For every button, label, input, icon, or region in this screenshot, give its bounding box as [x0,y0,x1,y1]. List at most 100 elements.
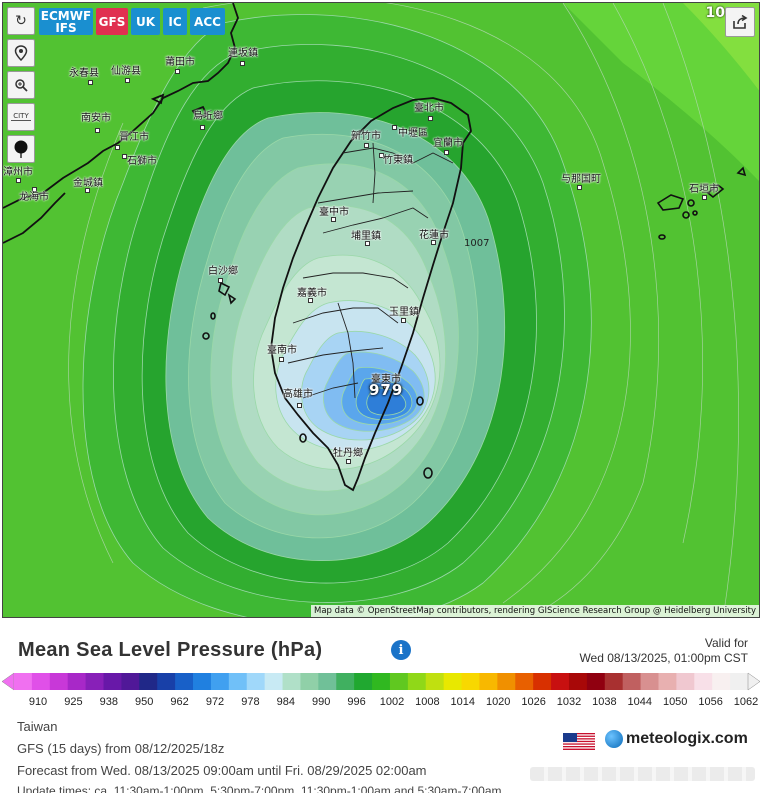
high-pressure-zone [563,3,759,181]
city-marker[interactable] [331,217,336,222]
city-label: 与那国町 [561,174,601,185]
city-marker[interactable] [279,357,284,362]
map-attribution: Map data © OpenStreetMap contributors, r… [311,605,759,617]
city-marker[interactable] [297,403,302,408]
scale-swatch [264,673,284,690]
scale-swatch [676,673,695,690]
city-label: 石獅市 [127,156,157,167]
region-name: Taiwan [17,719,58,734]
model-tab-uk[interactable]: UK [131,8,160,35]
refresh-icon: ↻ [15,13,27,29]
city-marker[interactable] [365,241,370,246]
city-marker[interactable] [218,278,223,283]
city-label: 龙海市 [19,192,49,203]
scale-tick-label: 950 [135,696,154,708]
city-label: 漳州市 [3,167,33,178]
city-label: 仙游县 [111,66,141,77]
model-tab-gfs[interactable]: GFS [96,8,128,35]
city-marker[interactable] [431,240,436,245]
scale-swatch [14,673,33,690]
scale-swatch [551,673,570,690]
color-scale-bar [2,672,760,691]
pressure-bands [82,14,592,617]
scale-labels: 910 925 938 950 962 972 978 984 990 996 1002 1008 10… [0,696,762,710]
share-button[interactable] [725,7,755,37]
us-flag-icon[interactable] [563,733,595,750]
city-label: 永春县 [69,68,99,79]
city-marker[interactable] [364,143,369,148]
info-icon[interactable]: i [391,640,411,660]
city-marker[interactable] [88,80,93,85]
city-marker[interactable] [200,125,205,130]
city-marker[interactable] [702,195,707,200]
faded-strip [530,767,755,781]
city-label: 牡丹鄉 [333,448,363,459]
zoom-button[interactable] [7,71,35,99]
city-marker[interactable] [85,188,90,193]
city-marker[interactable] [401,318,406,323]
city-label: 連坂鎮 [228,48,258,59]
scale-swatch [515,673,534,690]
brand-icon [605,730,623,748]
city-label: 白沙鄉 [208,266,238,277]
city-marker[interactable] [428,116,433,121]
scale-swatch [31,673,51,690]
city-marker[interactable] [308,298,313,303]
marker-button[interactable] [7,135,35,163]
scale-tick-label: 1038 [592,696,617,708]
city-label: 石垣市 [689,184,719,195]
city-marker[interactable] [115,145,120,150]
scale-swatch [694,673,713,690]
city-marker[interactable] [346,459,351,464]
city-marker[interactable] [240,61,245,66]
pressure-map[interactable]: 連坂鎮 永春县 仙游县 莆田市 南安市 晋江市 石獅市 烏坵鄉 漳州市 金城鎮 … [2,2,760,618]
scale-swatch [67,673,87,690]
valid-label: Valid for [704,636,748,650]
city-marker[interactable] [122,154,127,159]
scale-tick-label: 1062 [733,696,759,708]
isobar-label: 1007 [464,238,490,249]
scale-tick-label: 925 [64,696,83,708]
scale-tick-label: 910 [28,696,48,708]
city-marker[interactable] [16,178,21,183]
model-tab-ecmwf[interactable]: ECMWF IFS [39,8,93,35]
scale-arrow-right [747,672,760,691]
city-label: 烏坵鄉 [193,111,223,122]
city-marker[interactable] [392,125,397,130]
city-toggle-label: CITY [13,111,29,120]
scale-tick-label: 984 [276,696,295,708]
scale-swatch [604,673,624,690]
model-tab-acc[interactable]: ACC [190,8,225,35]
scale-swatch [425,673,445,690]
city-label: 玉里鎮 [389,307,419,318]
scale-swatch [389,673,409,690]
city-label: 宜蘭市 [433,138,463,149]
city-toggle-button[interactable]: CITY [7,103,35,131]
model-tab-ic[interactable]: IC [163,8,187,35]
map-tools: ↻ CITY [7,7,35,163]
city-marker[interactable] [379,153,384,158]
location-button[interactable] [7,39,35,67]
city-label: 埔里鎮 [351,231,381,242]
scale-tick-label: 972 [205,696,225,708]
city-label: 中壢區 [398,128,428,139]
city-marker[interactable] [32,187,37,192]
scale-swatch [318,673,337,690]
scale-swatch [175,673,194,690]
city-marker[interactable] [95,128,100,133]
city-marker[interactable] [125,78,130,83]
china-coastline [3,3,239,244]
city-marker[interactable] [175,69,180,74]
scale-tick-label: 1056 [698,696,723,708]
refresh-button[interactable]: ↻ [7,7,35,35]
scale-tick-label: 938 [99,696,118,708]
scale-tick-label: 1002 [379,696,405,708]
city-label: 新竹市 [351,131,381,142]
city-marker[interactable] [383,384,388,389]
scale-tick-label: 1026 [521,696,546,708]
dot-marker-icon [14,140,28,158]
scale-tick-label: 1050 [662,696,688,708]
city-marker[interactable] [444,150,449,155]
brand-logo[interactable]: meteologix.com [605,730,748,748]
city-marker[interactable] [577,185,582,190]
